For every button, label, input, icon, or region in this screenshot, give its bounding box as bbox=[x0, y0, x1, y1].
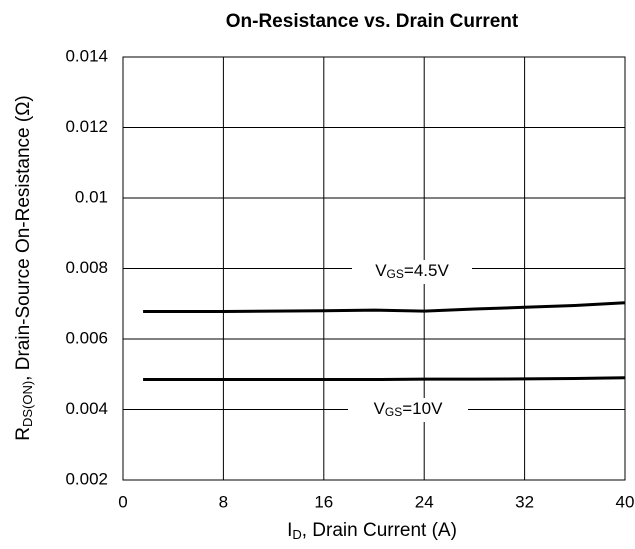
y-tick-label: 0.012 bbox=[65, 117, 108, 136]
y-tick-label: 0.004 bbox=[65, 399, 108, 418]
label-background bbox=[352, 260, 472, 284]
x-tick-label: 16 bbox=[314, 492, 333, 511]
y-axis-title: RDS(ON), Drain-Source On-Resistance (Ω) bbox=[13, 95, 35, 441]
data-line bbox=[143, 301, 626, 314]
y-tick-label: 0.008 bbox=[65, 258, 108, 277]
x-tick-label: 24 bbox=[415, 492, 434, 511]
series-label: VGS=4.5V bbox=[375, 261, 449, 281]
plot-frame bbox=[122, 56, 626, 481]
x-tick-label: 8 bbox=[219, 492, 228, 511]
label-subscript: GS bbox=[385, 405, 402, 419]
data-line bbox=[143, 376, 626, 382]
label-subscript: GS bbox=[387, 267, 404, 281]
x-tick-label: 32 bbox=[515, 492, 534, 511]
label-part: V bbox=[375, 261, 387, 280]
y-tick-label: 0.01 bbox=[75, 187, 108, 206]
chart-title: On-Resistance vs. Drain Current bbox=[226, 11, 519, 32]
x-tick-label: 0 bbox=[118, 492, 127, 511]
label-part: =10V bbox=[402, 399, 443, 418]
series-label: VGS=10V bbox=[374, 399, 444, 419]
y-tick-label: 0.006 bbox=[65, 328, 108, 347]
label-part: =4.5V bbox=[404, 261, 450, 280]
x-axis-title: ID, Drain Current (A) bbox=[287, 520, 457, 542]
x-tick-label: 40 bbox=[616, 492, 635, 511]
y-tick-label: 0.002 bbox=[65, 469, 108, 488]
label-background bbox=[348, 398, 468, 422]
y-tick-label: 0.014 bbox=[65, 46, 108, 65]
label-part: V bbox=[374, 399, 386, 418]
